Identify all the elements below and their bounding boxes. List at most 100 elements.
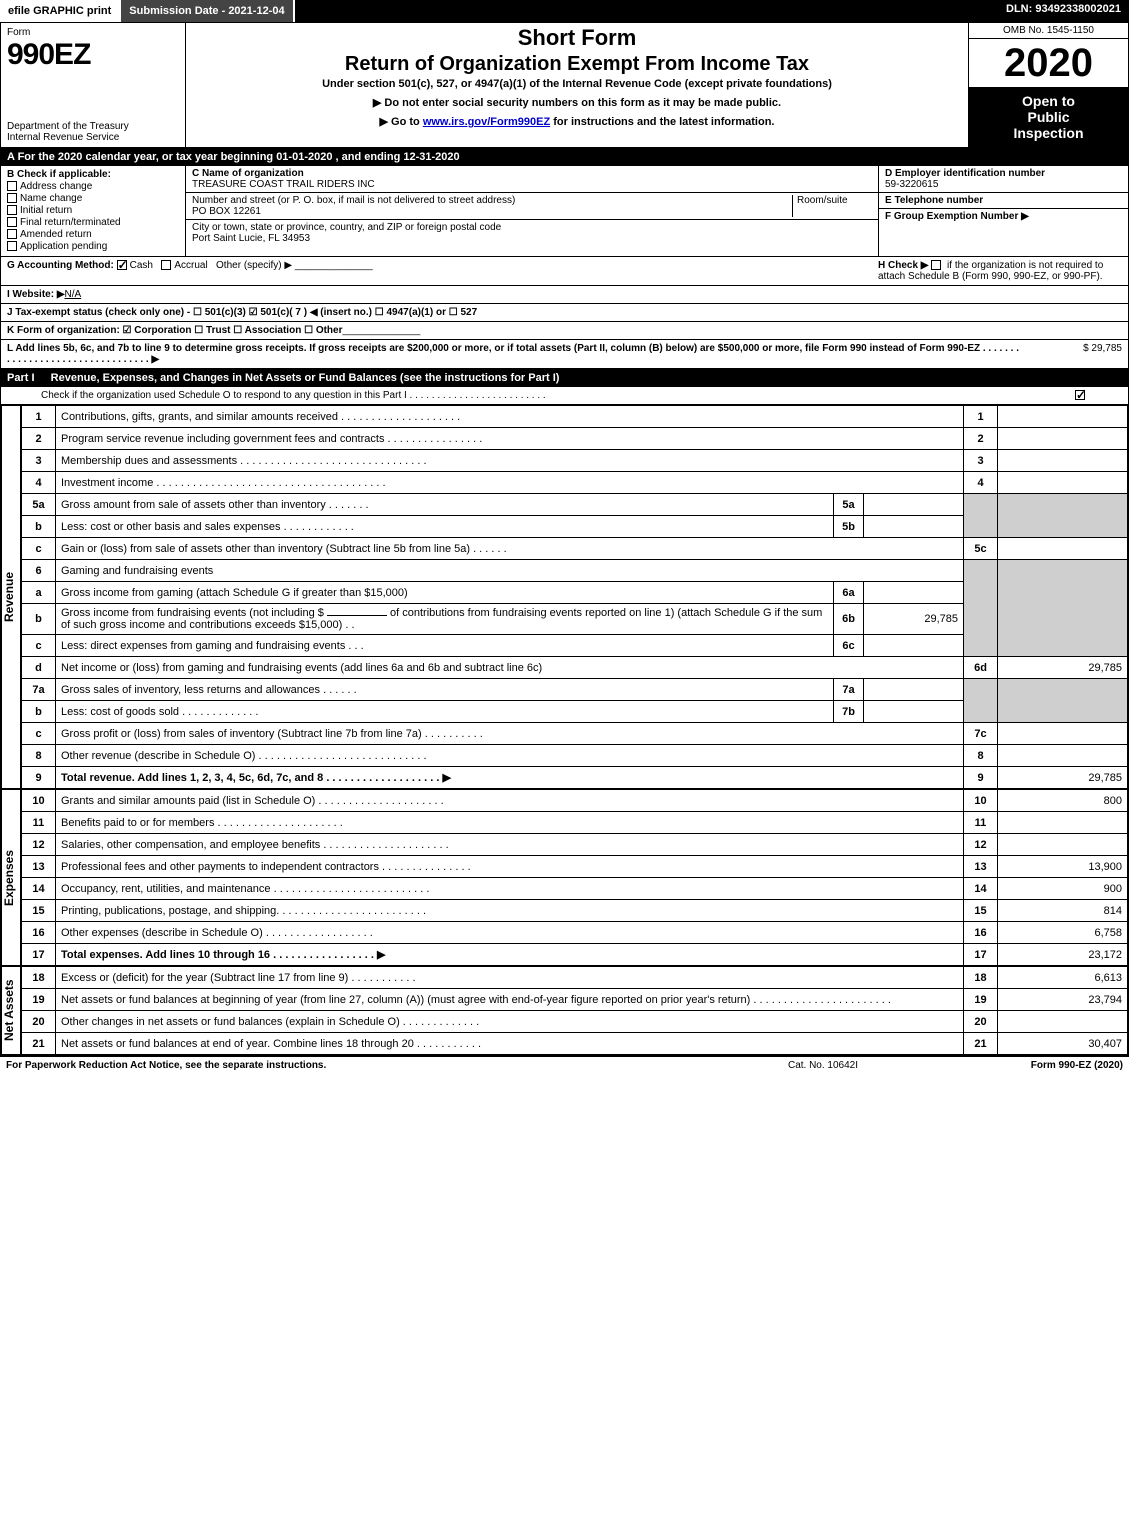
line-9: 9Total revenue. Add lines 1, 2, 3, 4, 5c… <box>22 767 1128 789</box>
chk-address-change[interactable]: Address change <box>7 181 179 192</box>
city-value: Port Saint Lucie, FL 34953 <box>192 233 310 244</box>
revenue-section: Revenue 1Contributions, gifts, grants, a… <box>1 405 1128 789</box>
part1-sub: Check if the organization used Schedule … <box>41 390 1075 401</box>
line-4: 4Investment income . . . . . . . . . . .… <box>22 472 1128 494</box>
form-label: Form <box>7 27 179 38</box>
org-city-block: City or town, state or province, country… <box>186 220 878 246</box>
bullet-goto: ▶ Go to www.irs.gov/Form990EZ for instru… <box>192 115 962 128</box>
header-row: Form 990EZ Department of the Treasury In… <box>1 23 1128 148</box>
line-5a: 5aGross amount from sale of assets other… <box>22 494 1128 516</box>
footer: For Paperwork Reduction Act Notice, see … <box>0 1056 1129 1074</box>
line-16: 16Other expenses (describe in Schedule O… <box>22 922 1128 944</box>
chk-pending[interactable]: Application pending <box>7 241 179 252</box>
i-label: I Website: ▶ <box>7 289 65 300</box>
section-b: B Check if applicable: Address change Na… <box>1 166 186 256</box>
j-text: J Tax-exempt status (check only one) - ☐… <box>7 307 477 318</box>
ein-value: 59-3220615 <box>885 179 938 190</box>
h-label: H Check ▶ <box>878 260 928 271</box>
line-10: 10Grants and similar amounts paid (list … <box>22 790 1128 812</box>
chk-amended[interactable]: Amended return <box>7 229 179 240</box>
info-grid: B Check if applicable: Address change Na… <box>1 166 1128 257</box>
line-13: 13Professional fees and other payments t… <box>22 856 1128 878</box>
bullet-goto-post: for instructions and the latest informat… <box>550 116 774 128</box>
topbar-spacer <box>295 0 998 22</box>
line-8: 8Other revenue (describe in Schedule O) … <box>22 745 1128 767</box>
header-right: OMB No. 1545-1150 2020 Open to Public In… <box>968 23 1128 147</box>
period-row: A For the 2020 calendar year, or tax yea… <box>1 148 1128 166</box>
line-15: 15Printing, publications, postage, and s… <box>22 900 1128 922</box>
inspect-2: Public <box>973 109 1124 125</box>
inspect-3: Inspection <box>973 125 1124 141</box>
netassets-table: 18Excess or (deficit) for the year (Subt… <box>21 966 1128 1055</box>
section-c: C Name of organization TREASURE COAST TR… <box>186 166 878 256</box>
expenses-section: Expenses 10Grants and similar amounts pa… <box>1 789 1128 966</box>
expenses-table: 10Grants and similar amounts paid (list … <box>21 789 1128 966</box>
row-k: K Form of organization: ☑ Corporation ☐ … <box>1 322 1128 340</box>
line-6d: dNet income or (loss) from gaming and fu… <box>22 657 1128 679</box>
open-inspection: Open to Public Inspection <box>969 87 1128 147</box>
ein-label: D Employer identification number <box>885 168 1045 179</box>
footer-center: Cat. No. 10642I <box>723 1060 923 1071</box>
line-12: 12Salaries, other compensation, and empl… <box>22 834 1128 856</box>
side-netassets: Net Assets <box>1 966 21 1055</box>
chk-final-return[interactable]: Final return/terminated <box>7 217 179 228</box>
bullet-goto-pre: ▶ Go to <box>380 116 423 128</box>
org-addr-block: Number and street (or P. O. box, if mail… <box>186 193 878 220</box>
line-2: 2Program service revenue including gover… <box>22 428 1128 450</box>
g-cash: Cash <box>130 260 153 271</box>
dept-treasury: Department of the Treasury Internal Reve… <box>7 121 179 143</box>
l-value: $ 29,785 <box>1022 343 1122 365</box>
form-number: 990EZ <box>7 38 179 72</box>
org-name: TREASURE COAST TRAIL RIDERS INC <box>192 179 375 190</box>
line-6: 6Gaming and fundraising events <box>22 560 1128 582</box>
under-section: Under section 501(c), 527, or 4947(a)(1)… <box>192 78 962 90</box>
tel-block: E Telephone number <box>879 193 1128 209</box>
irs-link[interactable]: www.irs.gov/Form990EZ <box>423 116 550 128</box>
chk-initial-return[interactable]: Initial return <box>7 205 179 216</box>
room-label: Room/suite <box>797 195 848 206</box>
side-revenue: Revenue <box>1 405 21 789</box>
part1-sub-row: Check if the organization used Schedule … <box>1 387 1128 405</box>
chk-accrual[interactable] <box>161 260 171 270</box>
section-d: D Employer identification number 59-3220… <box>878 166 1128 256</box>
section-b-label: B Check if applicable: <box>7 169 179 180</box>
chk-cash[interactable] <box>117 260 127 270</box>
line-20: 20Other changes in net assets or fund ba… <box>22 1011 1128 1033</box>
line-1: 1Contributions, gifts, grants, and simil… <box>22 406 1128 428</box>
efile-print[interactable]: efile GRAPHIC print <box>0 0 121 22</box>
bullet-ssn: ▶ Do not enter social security numbers o… <box>192 96 962 109</box>
line-6b: bGross income from fundraising events (n… <box>22 604 1128 635</box>
row-l: L Add lines 5b, 6c, and 7b to line 9 to … <box>1 340 1128 369</box>
omb-number: OMB No. 1545-1150 <box>969 23 1128 39</box>
line-19: 19Net assets or fund balances at beginni… <box>22 989 1128 1011</box>
row-j: J Tax-exempt status (check only one) - ☐… <box>1 304 1128 322</box>
line-11: 11Benefits paid to or for members . . . … <box>22 812 1128 834</box>
g-accrual: Accrual <box>174 260 207 271</box>
chk-h[interactable] <box>931 260 941 270</box>
dept-line2: Internal Revenue Service <box>7 132 179 143</box>
g-label: G Accounting Method: <box>7 260 114 271</box>
netassets-section: Net Assets 18Excess or (deficit) for the… <box>1 966 1128 1055</box>
row-h: H Check ▶ if the organization is not req… <box>872 260 1122 282</box>
line-7b: bLess: cost of goods sold . . . . . . . … <box>22 701 1128 723</box>
ein-block: D Employer identification number 59-3220… <box>879 166 1128 193</box>
footer-left: For Paperwork Reduction Act Notice, see … <box>6 1060 723 1071</box>
chk-schedO[interactable] <box>1075 390 1085 400</box>
line-6a: aGross income from gaming (attach Schedu… <box>22 582 1128 604</box>
revenue-table: 1Contributions, gifts, grants, and simil… <box>21 405 1128 789</box>
line-5b: bLess: cost or other basis and sales exp… <box>22 516 1128 538</box>
k-text: K Form of organization: ☑ Corporation ☐ … <box>7 325 343 336</box>
submission-date: Submission Date - 2021-12-04 <box>121 0 294 22</box>
top-bar: efile GRAPHIC print Submission Date - 20… <box>0 0 1129 22</box>
tel-label: E Telephone number <box>885 195 983 206</box>
addr-label: Number and street (or P. O. box, if mail… <box>192 195 515 206</box>
line-3: 3Membership dues and assessments . . . .… <box>22 450 1128 472</box>
chk-name-change[interactable]: Name change <box>7 193 179 204</box>
dept-line1: Department of the Treasury <box>7 121 179 132</box>
part1-header: Part I Revenue, Expenses, and Changes in… <box>1 369 1128 387</box>
city-label: City or town, state or province, country… <box>192 222 501 233</box>
part1-heading: Revenue, Expenses, and Changes in Net As… <box>51 372 560 384</box>
grp-block: F Group Exemption Number ▶ <box>879 209 1128 256</box>
line-7c: cGross profit or (loss) from sales of in… <box>22 723 1128 745</box>
row-i: I Website: ▶ N/A <box>1 286 1128 304</box>
